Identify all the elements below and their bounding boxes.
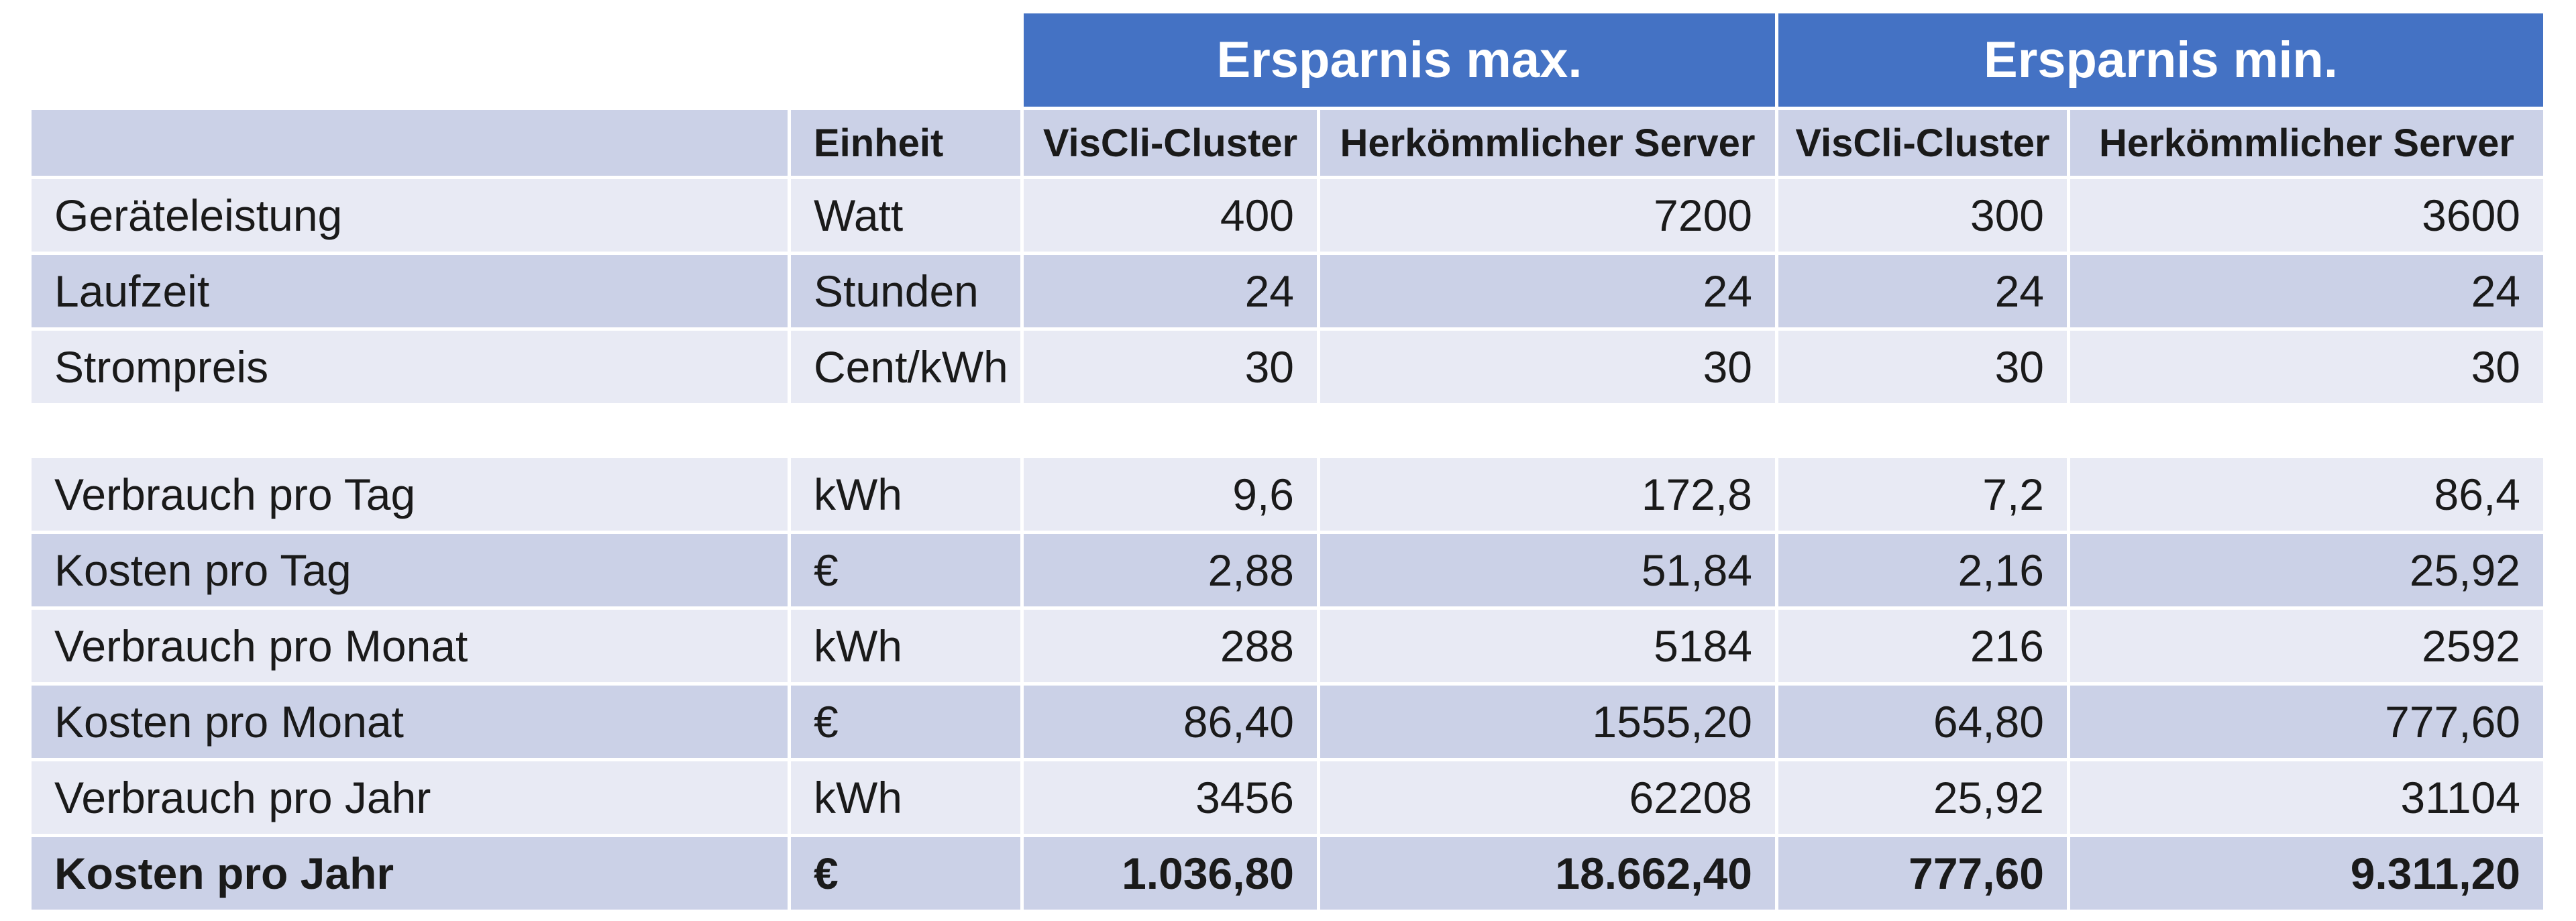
value-cell: 1555,20: [1320, 686, 1775, 758]
row-label: Kosten pro Monat: [32, 686, 788, 758]
value-cell: 7200: [1320, 179, 1775, 252]
group-header-row: Ersparnis max. Ersparnis min.: [32, 13, 2543, 107]
unit-cell: kWh: [791, 761, 1020, 834]
column-header-server-min: Herkömmlicher Server: [2070, 110, 2543, 176]
value-cell: 30: [2070, 331, 2543, 403]
value-cell: 30: [1320, 331, 1775, 403]
unit-cell: Cent/kWh: [791, 331, 1020, 403]
value-cell: 777,60: [1778, 837, 2067, 910]
value-cell: 777,60: [2070, 686, 2543, 758]
value-cell: 1.036,80: [1024, 837, 1317, 910]
value-cell: 64,80: [1778, 686, 2067, 758]
unit-cell: kWh: [791, 610, 1020, 682]
value-cell: 2,16: [1778, 534, 2067, 606]
cost-comparison-table-wrap: Ersparnis max. Ersparnis min. Einheit Vi…: [28, 10, 2546, 913]
unit-cell: €: [791, 534, 1020, 606]
value-cell: 9,6: [1024, 458, 1317, 531]
blank-spacer-cell: [32, 407, 2543, 455]
column-header-blank: [32, 110, 788, 176]
column-header-server-max: Herkömmlicher Server: [1320, 110, 1775, 176]
value-cell: 86,4: [2070, 458, 2543, 531]
row-label: Verbrauch pro Jahr: [32, 761, 788, 834]
row-label: Laufzeit: [32, 255, 788, 327]
unit-cell: Stunden: [791, 255, 1020, 327]
blank-spacer-row: [32, 407, 2543, 455]
value-cell: 300: [1778, 179, 2067, 252]
group-header-blank-cell: [32, 13, 1020, 107]
value-cell: 62208: [1320, 761, 1775, 834]
value-cell: 30: [1778, 331, 2067, 403]
value-cell: 24: [1024, 255, 1317, 327]
value-cell: 24: [2070, 255, 2543, 327]
value-cell: 216: [1778, 610, 2067, 682]
value-cell: 86,40: [1024, 686, 1317, 758]
value-cell: 25,92: [2070, 534, 2543, 606]
value-cell: 24: [1320, 255, 1775, 327]
value-cell: 3600: [2070, 179, 2543, 252]
cost-comparison-table: Ersparnis max. Ersparnis min. Einheit Vi…: [28, 10, 2546, 913]
table-row-kosten-pro-monat: Kosten pro Monat € 86,40 1555,20 64,80 7…: [32, 686, 2543, 758]
table-row-verbrauch-pro-jahr: Verbrauch pro Jahr kWh 3456 62208 25,92 …: [32, 761, 2543, 834]
table-row-verbrauch-pro-monat: Verbrauch pro Monat kWh 288 5184 216 259…: [32, 610, 2543, 682]
row-label: Kosten pro Jahr: [32, 837, 788, 910]
unit-cell: Watt: [791, 179, 1020, 252]
column-header-viscli-min: VisCli-Cluster: [1778, 110, 2067, 176]
value-cell: 18.662,40: [1320, 837, 1775, 910]
row-label: Kosten pro Tag: [32, 534, 788, 606]
value-cell: 31104: [2070, 761, 2543, 834]
value-cell: 5184: [1320, 610, 1775, 682]
value-cell: 2,88: [1024, 534, 1317, 606]
value-cell: 7,2: [1778, 458, 2067, 531]
table-row-laufzeit: Laufzeit Stunden 24 24 24 24: [32, 255, 2543, 327]
table-row-verbrauch-pro-tag: Verbrauch pro Tag kWh 9,6 172,8 7,2 86,4: [32, 458, 2543, 531]
value-cell: 30: [1024, 331, 1317, 403]
table-row-geraeteleistung: Geräteleistung Watt 400 7200 300 3600: [32, 179, 2543, 252]
unit-cell: €: [791, 686, 1020, 758]
table-row-kosten-pro-tag: Kosten pro Tag € 2,88 51,84 2,16 25,92: [32, 534, 2543, 606]
value-cell: 400: [1024, 179, 1317, 252]
column-header-einheit: Einheit: [791, 110, 1020, 176]
value-cell: 2592: [2070, 610, 2543, 682]
value-cell: 172,8: [1320, 458, 1775, 531]
column-header-row: Einheit VisCli-Cluster Herkömmlicher Ser…: [32, 110, 2543, 176]
group-header-ersparnis-min: Ersparnis min.: [1778, 13, 2543, 107]
value-cell: 9.311,20: [2070, 837, 2543, 910]
table-row-kosten-pro-jahr-total: Kosten pro Jahr € 1.036,80 18.662,40 777…: [32, 837, 2543, 910]
row-label: Verbrauch pro Monat: [32, 610, 788, 682]
row-label: Geräteleistung: [32, 179, 788, 252]
value-cell: 25,92: [1778, 761, 2067, 834]
row-label: Strompreis: [32, 331, 788, 403]
unit-cell: kWh: [791, 458, 1020, 531]
unit-cell: €: [791, 837, 1020, 910]
value-cell: 51,84: [1320, 534, 1775, 606]
value-cell: 3456: [1024, 761, 1317, 834]
column-header-viscli-max: VisCli-Cluster: [1024, 110, 1317, 176]
table-row-strompreis: Strompreis Cent/kWh 30 30 30 30: [32, 331, 2543, 403]
group-header-ersparnis-max: Ersparnis max.: [1024, 13, 1775, 107]
value-cell: 24: [1778, 255, 2067, 327]
row-label: Verbrauch pro Tag: [32, 458, 788, 531]
value-cell: 288: [1024, 610, 1317, 682]
